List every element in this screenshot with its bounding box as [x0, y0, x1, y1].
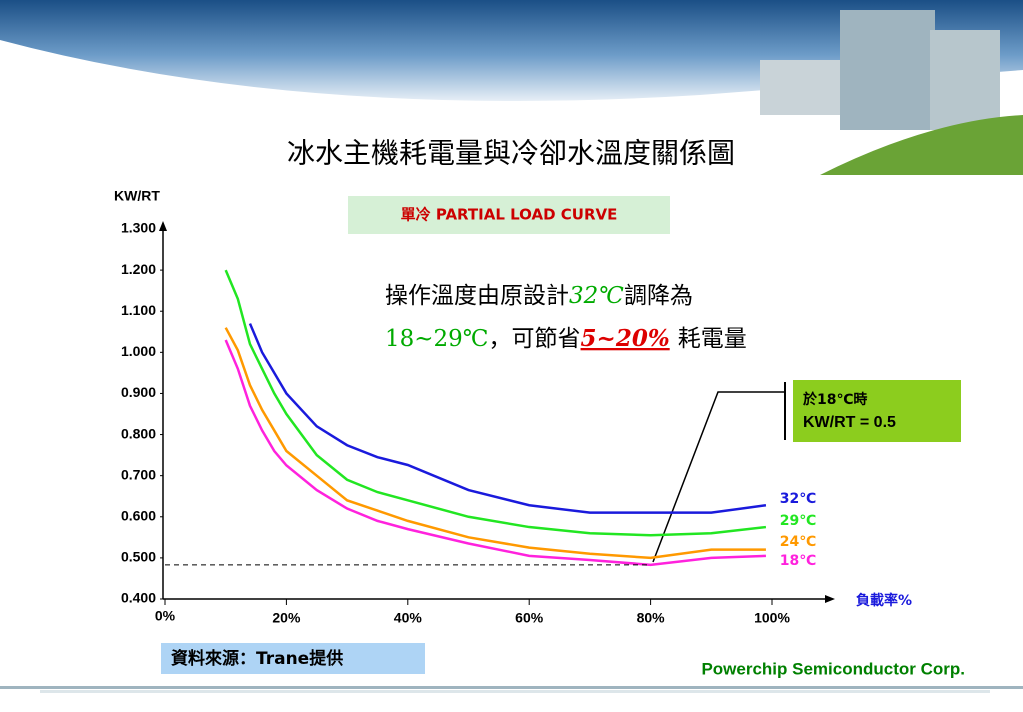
- note-text: 操作溫度由原設計: [385, 283, 569, 309]
- y-axis-title: KW/RT: [114, 188, 160, 204]
- callout-arrow: [652, 391, 785, 563]
- x-tick-label: 0%: [155, 608, 176, 624]
- series-label: 24℃: [780, 534, 816, 550]
- y-tick-label: 1.200: [121, 261, 156, 277]
- series-label: 29℃: [780, 513, 816, 529]
- source: 資料來源：Trane提供: [171, 648, 343, 669]
- y-tick-label: 0.800: [121, 425, 156, 441]
- x-tick-label: 80%: [637, 610, 666, 626]
- header-wave: [0, 40, 1023, 175]
- plot: 0.400 0.500 0.600 0.700 0.800 0.900 1.000 1.100…: [121, 220, 835, 626]
- x-tick-label: 60%: [515, 610, 544, 626]
- note-highlight: 32℃: [569, 283, 624, 309]
- series-label: 32℃: [780, 491, 816, 507]
- series-line: [224, 339, 766, 567]
- slide-title: 冰水主機耗電量與冷卻水溫度關係圖: [287, 137, 735, 170]
- note-text: 調降為: [624, 283, 693, 309]
- note-highlight: 5~20%: [581, 325, 670, 352]
- series-line: [224, 327, 766, 560]
- note-text: 耗電量: [678, 326, 747, 352]
- y-tick-label: 0.700: [121, 466, 156, 482]
- callout-text: 於18℃時: [803, 391, 867, 408]
- source-box: [161, 643, 425, 674]
- building: [760, 10, 1023, 175]
- x-tick-label: 100%: [754, 610, 790, 626]
- series-label: 18℃: [780, 553, 816, 569]
- x-axis-title: 負載率%: [856, 592, 912, 609]
- x-tick-label: 20%: [272, 610, 301, 626]
- x-tick-label: 40%: [394, 610, 423, 626]
- y-tick-label: 1.100: [121, 302, 156, 318]
- y-tick-label: 0.500: [121, 549, 156, 565]
- note-line-1: 操作溫度由原設計32℃調降為: [385, 283, 693, 309]
- y-tick-label: 1.000: [121, 343, 156, 359]
- y-tick-label: 0.900: [121, 384, 156, 400]
- y-tick-label: 1.300: [121, 220, 156, 236]
- y-tick-label: 0.600: [121, 507, 156, 523]
- y-tick-label: 0.400: [121, 590, 156, 606]
- panel-box: [348, 196, 670, 234]
- note-line-2: 18~29℃，可節省5~20% 耗電量: [385, 325, 747, 352]
- note-text: ，可節省: [489, 326, 581, 352]
- series-line: [224, 269, 767, 537]
- callout-box: [793, 380, 961, 442]
- footer-rule: [40, 690, 990, 693]
- note-highlight: 18~29℃: [385, 326, 489, 352]
- footer-rule: [0, 686, 1023, 689]
- series-line: [248, 323, 767, 514]
- x-axis-arrow: [825, 595, 835, 603]
- footer: Powerchip Semiconductor Corp.: [701, 659, 965, 678]
- panel-label: 單冷 PARTIAL LOAD CURVE: [401, 206, 618, 224]
- callout-text: KW/RT = 0.5: [803, 414, 896, 431]
